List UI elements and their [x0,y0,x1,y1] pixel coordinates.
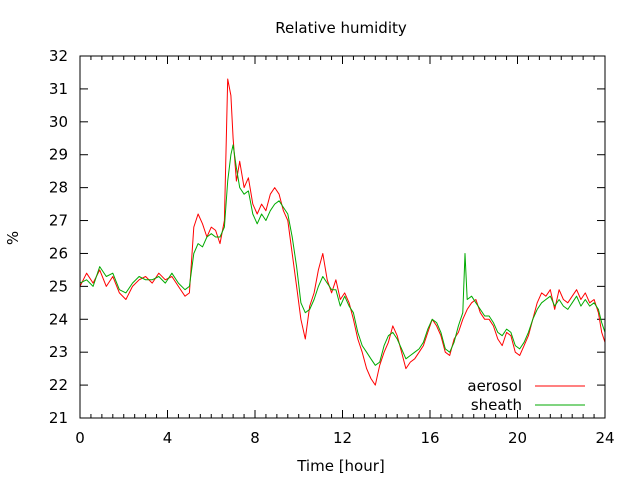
y-tick-label: 26 [49,244,68,262]
plot-frame [79,55,606,419]
y-axis-label: % [4,231,22,245]
y-tick-label: 22 [49,376,68,394]
y-tick-label: 30 [49,113,68,131]
y-tick-label: 23 [49,343,68,361]
legend-label-aerosol: aerosol [467,377,522,395]
y-tick-label: 24 [49,310,68,328]
legend-label-sheath: sheath [471,396,522,414]
series-layer [79,78,606,386]
x-tick-label: 0 [75,429,85,447]
x-axis-label: Time [hour] [296,457,385,475]
x-tick-label: 16 [420,429,439,447]
x-tick-label: 20 [508,429,527,447]
axis-ticks: 21 22 23 24 25 26 27 28 29 30 31 32 0 4 8 12 16 20 24 [49,47,615,447]
chart-title: Relative humidity [275,19,407,37]
series-line-sheath [79,144,606,366]
x-tick-label: 4 [163,429,173,447]
y-tick-label: 27 [49,212,68,230]
y-tick-label: 25 [49,277,68,295]
y-tick-label: 31 [49,80,68,98]
y-tick-label: 29 [49,146,68,164]
x-tick-label: 12 [333,429,352,447]
y-tick-label: 21 [49,409,68,427]
y-tick-label: 28 [49,179,68,197]
x-tick-label: 8 [250,429,260,447]
series-line-aerosol [79,78,606,386]
x-tick-label: 24 [595,429,614,447]
y-tick-label: 32 [49,47,68,65]
